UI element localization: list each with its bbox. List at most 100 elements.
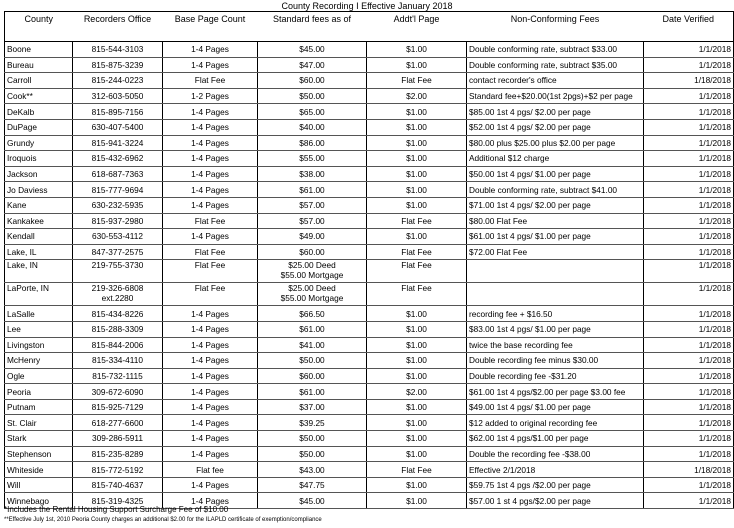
cell-base-page-count: 1-4 Pages bbox=[162, 320, 258, 338]
cell-non-conforming-fee: $61.00 1st 4 pgs/$2.00 per page $3.00 fe… bbox=[466, 383, 644, 400]
cell-county: McHenry bbox=[4, 352, 73, 369]
table-row: Cook** 312-603-5050 1-2 Pages $50.00 $2.00 St… bbox=[4, 87, 734, 105]
cell-county: Jo Daviess bbox=[4, 181, 73, 198]
cell-base-page-count: 1-4 Pages bbox=[162, 445, 258, 463]
cell-standard-fee: $50.00 bbox=[257, 430, 367, 447]
cell-addtl-page-fee: $1.00 bbox=[366, 41, 467, 58]
cell-date-verified: 1/1/2018 bbox=[643, 282, 734, 307]
table-row: Jackson 618-687-7363 1-4 Pages $38.00 $1.00 $… bbox=[4, 165, 734, 183]
cell-addtl-page-fee: $2.00 bbox=[366, 87, 467, 105]
table-row: Ogle 815-732-1115 1-4 Pages $60.00 $1.00 Doub… bbox=[4, 367, 734, 385]
cell-standard-fee: $49.00 bbox=[257, 228, 367, 245]
cell-base-page-count: Flat Fee bbox=[162, 243, 258, 261]
cell-recorders-office: 815-288-3309 bbox=[72, 320, 163, 338]
cell-base-page-count: 1-4 Pages bbox=[162, 196, 258, 214]
cell-addtl-page-fee: $1.00 bbox=[366, 430, 467, 447]
cell-county: Stark bbox=[4, 430, 73, 447]
table-row: St. Clair 618-277-6600 1-4 Pages $39.25 $1.0… bbox=[4, 414, 734, 432]
cell-recorders-office: 847-377-2575 bbox=[72, 243, 163, 261]
table-row: Grundy 815-941-3224 1-4 Pages $86.00 $1.00 $8… bbox=[4, 134, 734, 152]
cell-non-conforming-fee: $62.00 1st 4 pgs/$1.00 per page bbox=[466, 430, 644, 447]
cell-addtl-page-fee: Flat Fee bbox=[366, 72, 467, 89]
table-row: McHenry 815-334-4110 1-4 Pages $50.00 $1.00 D… bbox=[4, 352, 734, 369]
cell-recorders-office: 815-434-8226 bbox=[72, 305, 163, 322]
cell-addtl-page-fee: Flat Fee bbox=[366, 282, 467, 307]
cell-addtl-page-fee: $1.00 bbox=[366, 398, 467, 416]
cell-non-conforming-fee: $57.00 1 st 4 pgs/$2.00 per page bbox=[466, 492, 644, 510]
cell-recorders-office: 312-603-5050 bbox=[72, 87, 163, 105]
cell-recorders-office: 815-732-1115 bbox=[72, 367, 163, 385]
cell-non-conforming-fee bbox=[466, 282, 644, 307]
cell-non-conforming-fee: contact recorder's office bbox=[466, 72, 644, 89]
header-base-page-count: Base Page Count bbox=[162, 11, 258, 42]
cell-non-conforming-fee: $61.00 1st 4 pgs/ $1.00 per page bbox=[466, 228, 644, 245]
header-county: County bbox=[4, 11, 73, 42]
cell-addtl-page-fee: $1.00 bbox=[366, 320, 467, 338]
cell-standard-fee: $61.00 bbox=[257, 320, 367, 338]
table-row: Lake, IL 847-377-2575 Flat Fee $60.00 Flat F… bbox=[4, 243, 734, 261]
table-row: Lake, IN 219-755-3730 Flat Fee $25.00 Deed $… bbox=[4, 259, 734, 284]
cell-base-page-count: 1-4 Pages bbox=[162, 414, 258, 432]
cell-date-verified: 1/1/2018 bbox=[643, 259, 734, 284]
cell-addtl-page-fee: $1.00 bbox=[366, 103, 467, 120]
table-row: Kendall 630-553-4112 1-4 Pages $49.00 $1.00 $… bbox=[4, 228, 734, 245]
cell-base-page-count: 1-4 Pages bbox=[162, 398, 258, 416]
cell-county: Cook** bbox=[4, 87, 73, 105]
cell-recorders-office: 815-844-2006 bbox=[72, 336, 163, 354]
cell-base-page-count: 1-4 Pages bbox=[162, 492, 258, 510]
cell-date-verified: 1/1/2018 bbox=[643, 352, 734, 369]
cell-addtl-page-fee: $1.00 bbox=[366, 476, 467, 494]
cell-county: Putnam bbox=[4, 398, 73, 416]
cell-date-verified: 1/1/2018 bbox=[643, 228, 734, 245]
header-date-verified: Date Verified bbox=[643, 11, 734, 42]
cell-standard-fee: $38.00 bbox=[257, 165, 367, 183]
cell-recorders-office: 815-432-6962 bbox=[72, 150, 163, 167]
cell-base-page-count: 1-4 Pages bbox=[162, 56, 258, 74]
cell-county: Kankakee bbox=[4, 212, 73, 230]
cell-date-verified: 1/18/2018 bbox=[643, 72, 734, 89]
table-row: Kankakee 815-937-2980 Flat Fee $57.00 Flat F… bbox=[4, 212, 734, 230]
cell-addtl-page-fee: $1.00 bbox=[366, 228, 467, 245]
cell-date-verified: 1/1/2018 bbox=[643, 305, 734, 322]
cell-standard-fee: $50.00 bbox=[257, 445, 367, 463]
cell-base-page-count: 1-2 Pages bbox=[162, 87, 258, 105]
table-row: Boone 815-544-3103 1-4 Pages $45.00 $1.00 Dou… bbox=[4, 41, 734, 58]
cell-standard-fee: $50.00 bbox=[257, 352, 367, 369]
cell-county: LaSalle bbox=[4, 305, 73, 322]
cell-addtl-page-fee: $1.00 bbox=[366, 134, 467, 152]
cell-date-verified: 1/1/2018 bbox=[643, 165, 734, 183]
cell-county: Iroquois bbox=[4, 150, 73, 167]
cell-non-conforming-fee: Double recording fee -$31.20 bbox=[466, 367, 644, 385]
table-row: Bureau 815-875-3239 1-4 Pages $47.00 $1.00 Do… bbox=[4, 56, 734, 74]
cell-standard-fee: $41.00 bbox=[257, 336, 367, 354]
cell-date-verified: 1/1/2018 bbox=[643, 118, 734, 136]
footnote-2: **Effective July 1st, 2010 Peoria County… bbox=[4, 517, 322, 523]
cell-addtl-page-fee: $2.00 bbox=[366, 383, 467, 400]
cell-addtl-page-fee: $1.00 bbox=[366, 414, 467, 432]
cell-addtl-page-fee: Flat Fee bbox=[366, 461, 467, 478]
cell-non-conforming-fee: $80.00 Flat Fee bbox=[466, 212, 644, 230]
cell-recorders-office: 815-941-3224 bbox=[72, 134, 163, 152]
cell-county: Kane bbox=[4, 196, 73, 214]
cell-addtl-page-fee: $1.00 bbox=[366, 56, 467, 74]
cell-addtl-page-fee: Flat Fee bbox=[366, 212, 467, 230]
county-recording-fees-table: County Recorders Office Base Page Count … bbox=[4, 11, 734, 510]
cell-standard-fee: $25.00 Deed $55.00 Mortgage bbox=[257, 259, 367, 284]
cell-county: Stephenson bbox=[4, 445, 73, 463]
cell-date-verified: 1/1/2018 bbox=[643, 414, 734, 432]
header-recorders-office: Recorders Office bbox=[72, 11, 163, 42]
cell-standard-fee: $37.00 bbox=[257, 398, 367, 416]
cell-date-verified: 1/1/2018 bbox=[643, 336, 734, 354]
cell-recorders-office: 815-777-9694 bbox=[72, 181, 163, 198]
cell-addtl-page-fee: $1.00 bbox=[366, 150, 467, 167]
cell-recorders-office: 618-277-6600 bbox=[72, 414, 163, 432]
cell-recorders-office: 309-672-6090 bbox=[72, 383, 163, 400]
cell-standard-fee: $86.00 bbox=[257, 134, 367, 152]
cell-non-conforming-fee: Double the recording fee -$38.00 bbox=[466, 445, 644, 463]
table-row: Carroll 815-244-0223 Flat Fee $60.00 Flat Fe… bbox=[4, 72, 734, 89]
cell-county: St. Clair bbox=[4, 414, 73, 432]
footnote-1: *Includes the Rental Housing Support Sur… bbox=[4, 505, 229, 514]
cell-standard-fee: $61.00 bbox=[257, 383, 367, 400]
table-row: DuPage 630-407-5400 1-4 Pages $40.00 $1.00 $5… bbox=[4, 118, 734, 136]
cell-recorders-office: 815-319-4325 bbox=[72, 492, 163, 510]
